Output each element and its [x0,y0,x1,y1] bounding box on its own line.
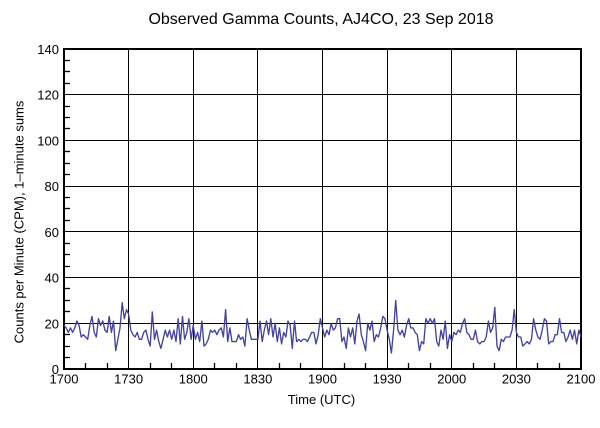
svg-text:120: 120 [37,88,59,103]
svg-text:140: 140 [37,42,59,57]
svg-text:2100: 2100 [567,372,596,387]
svg-text:20: 20 [45,316,59,331]
svg-text:1730: 1730 [114,372,143,387]
svg-text:40: 40 [45,271,59,286]
svg-text:1700: 1700 [50,372,79,387]
svg-text:1830: 1830 [243,372,272,387]
svg-text:80: 80 [45,179,59,194]
svg-text:100: 100 [37,133,59,148]
svg-text:0: 0 [52,362,59,377]
svg-text:Counts per Minute (CPM), 1–min: Counts per Minute (CPM), 1–minute sums [12,100,27,343]
svg-text:1930: 1930 [373,372,402,387]
svg-text:1900: 1900 [308,372,337,387]
svg-text:1800: 1800 [179,372,208,387]
svg-text:2000: 2000 [437,372,466,387]
svg-text:60: 60 [45,225,59,240]
svg-text:2030: 2030 [502,372,531,387]
svg-text:Observed Gamma Counts, AJ4CO,: Observed Gamma Counts, AJ4CO, 23 Sep 201… [148,11,493,28]
svg-text:Time (UTC): Time (UTC) [288,392,355,407]
